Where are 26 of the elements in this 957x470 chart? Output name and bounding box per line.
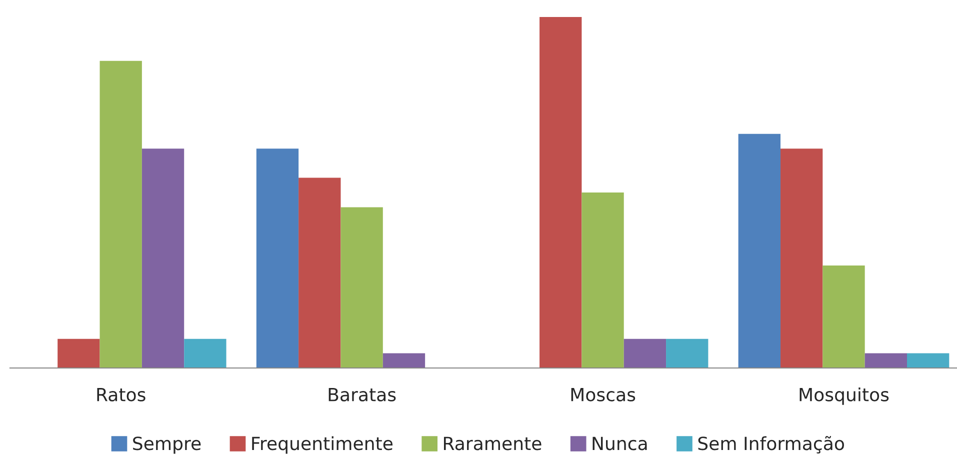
x-tick-label: Ratos [97,388,146,402]
x-tick-label: Mosquitos [800,387,889,405]
bar [780,148,823,368]
bar [340,207,383,368]
bar [822,266,865,368]
bar [738,134,780,368]
bar [864,353,907,368]
bar [540,17,582,368]
bar [298,178,341,368]
bar [58,338,100,368]
bar [907,353,950,368]
legend-label: Sempre [133,436,201,454]
bar [184,338,226,368]
legend-label: Sem Informação [698,436,844,454]
bar [624,338,666,368]
bar [256,148,299,368]
bar [582,192,624,368]
legend-label: Nunca [592,436,647,450]
bar [100,60,142,368]
bar [142,148,184,368]
bar [382,353,426,368]
legend-label: Frequentimente [252,436,392,454]
legend-label: Raramente [444,436,542,450]
x-tick-label: Baratas [328,388,396,402]
x-tick-label: Moscas [571,388,636,402]
bar [666,338,708,368]
